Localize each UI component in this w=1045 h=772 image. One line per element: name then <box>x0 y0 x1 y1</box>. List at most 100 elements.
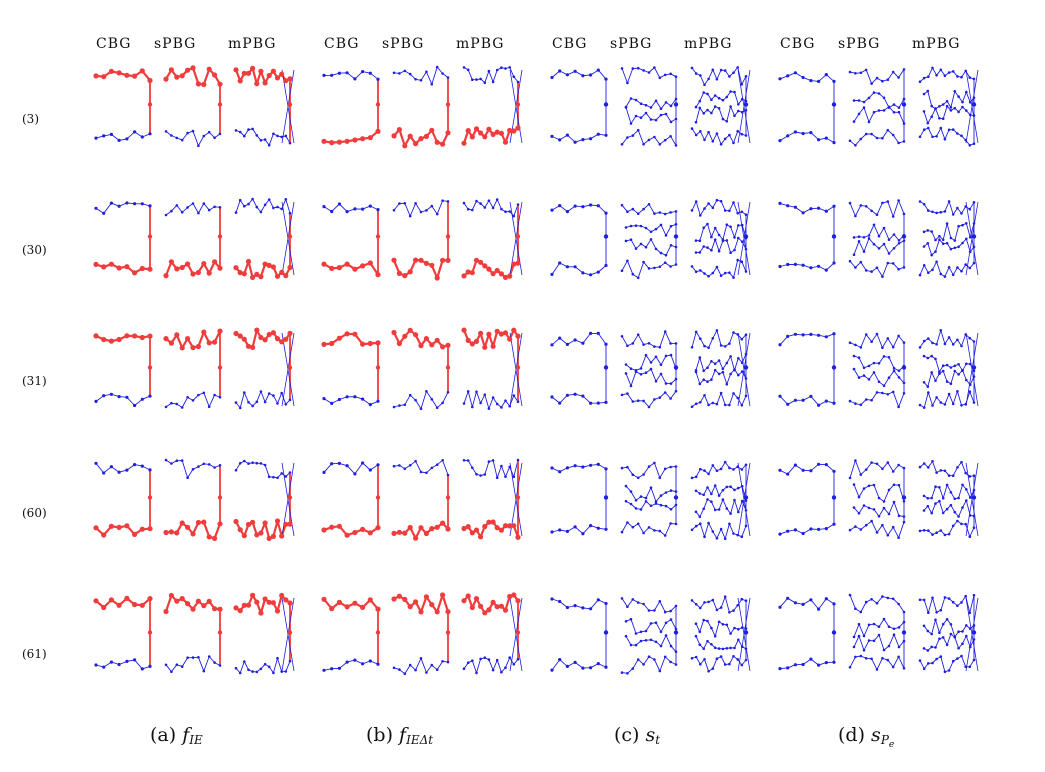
node <box>322 205 326 209</box>
node <box>321 596 327 602</box>
node <box>284 475 288 478</box>
node <box>190 345 196 351</box>
node <box>101 336 107 343</box>
node <box>376 463 380 467</box>
graph-thumbnail <box>233 197 295 280</box>
node <box>740 83 744 86</box>
node <box>565 73 570 77</box>
node <box>725 361 729 365</box>
node <box>786 134 790 138</box>
node <box>581 465 585 469</box>
node <box>939 469 943 472</box>
node <box>740 645 744 648</box>
node <box>939 529 943 532</box>
node <box>824 661 828 665</box>
node <box>164 213 168 217</box>
node <box>604 400 608 404</box>
node <box>721 623 725 626</box>
node <box>266 599 272 605</box>
node <box>902 520 906 524</box>
node <box>352 137 358 143</box>
node <box>479 401 482 405</box>
node <box>626 210 629 213</box>
node <box>737 103 740 106</box>
node <box>778 201 782 205</box>
node <box>824 463 828 467</box>
node <box>624 106 628 109</box>
node <box>284 403 288 406</box>
node <box>918 200 922 203</box>
node <box>550 272 554 276</box>
node <box>663 655 667 659</box>
node <box>238 462 242 465</box>
row-label: (30) <box>22 243 47 257</box>
node <box>702 369 705 373</box>
node <box>669 609 672 613</box>
node <box>931 210 934 214</box>
cross-edge <box>965 69 979 144</box>
node <box>247 668 250 672</box>
node <box>690 346 694 349</box>
node <box>778 343 782 347</box>
node <box>179 73 185 79</box>
node <box>654 247 658 251</box>
node <box>478 330 484 336</box>
node <box>649 504 653 508</box>
node <box>870 461 873 464</box>
node <box>733 488 736 492</box>
node <box>971 102 977 107</box>
graph-thumbnail <box>93 595 153 671</box>
node <box>647 465 651 468</box>
node <box>101 532 107 538</box>
node <box>626 521 629 524</box>
node <box>329 606 335 612</box>
node <box>674 663 678 666</box>
node <box>337 71 341 75</box>
node <box>941 238 945 242</box>
node <box>891 215 895 218</box>
node <box>918 135 922 139</box>
node <box>440 520 446 526</box>
node <box>864 269 868 272</box>
node <box>897 645 901 649</box>
node <box>902 499 906 503</box>
node <box>786 666 790 670</box>
node <box>882 226 886 230</box>
node <box>392 405 396 409</box>
node <box>321 527 327 533</box>
node <box>245 258 252 265</box>
node <box>956 132 959 135</box>
node <box>402 333 408 339</box>
node <box>957 110 960 114</box>
node <box>631 207 635 211</box>
node <box>191 656 195 659</box>
node <box>674 210 678 213</box>
node <box>274 273 281 279</box>
node <box>941 622 945 626</box>
node <box>108 523 114 529</box>
node <box>375 630 381 635</box>
node <box>832 204 836 208</box>
node <box>702 507 705 511</box>
node <box>345 395 349 399</box>
node <box>740 110 744 114</box>
node <box>927 75 930 78</box>
node <box>639 373 643 376</box>
node <box>629 224 633 228</box>
node <box>168 529 174 535</box>
node <box>854 343 857 347</box>
node <box>786 262 790 267</box>
node <box>125 395 129 399</box>
node <box>960 404 963 407</box>
node <box>951 659 955 663</box>
node <box>824 73 828 77</box>
node <box>891 345 895 349</box>
graph-thumbnail <box>163 458 223 542</box>
node <box>403 69 407 73</box>
node <box>711 206 715 209</box>
node <box>930 230 933 233</box>
node <box>254 271 260 277</box>
node <box>938 117 941 120</box>
node <box>445 257 451 263</box>
node <box>425 671 428 674</box>
